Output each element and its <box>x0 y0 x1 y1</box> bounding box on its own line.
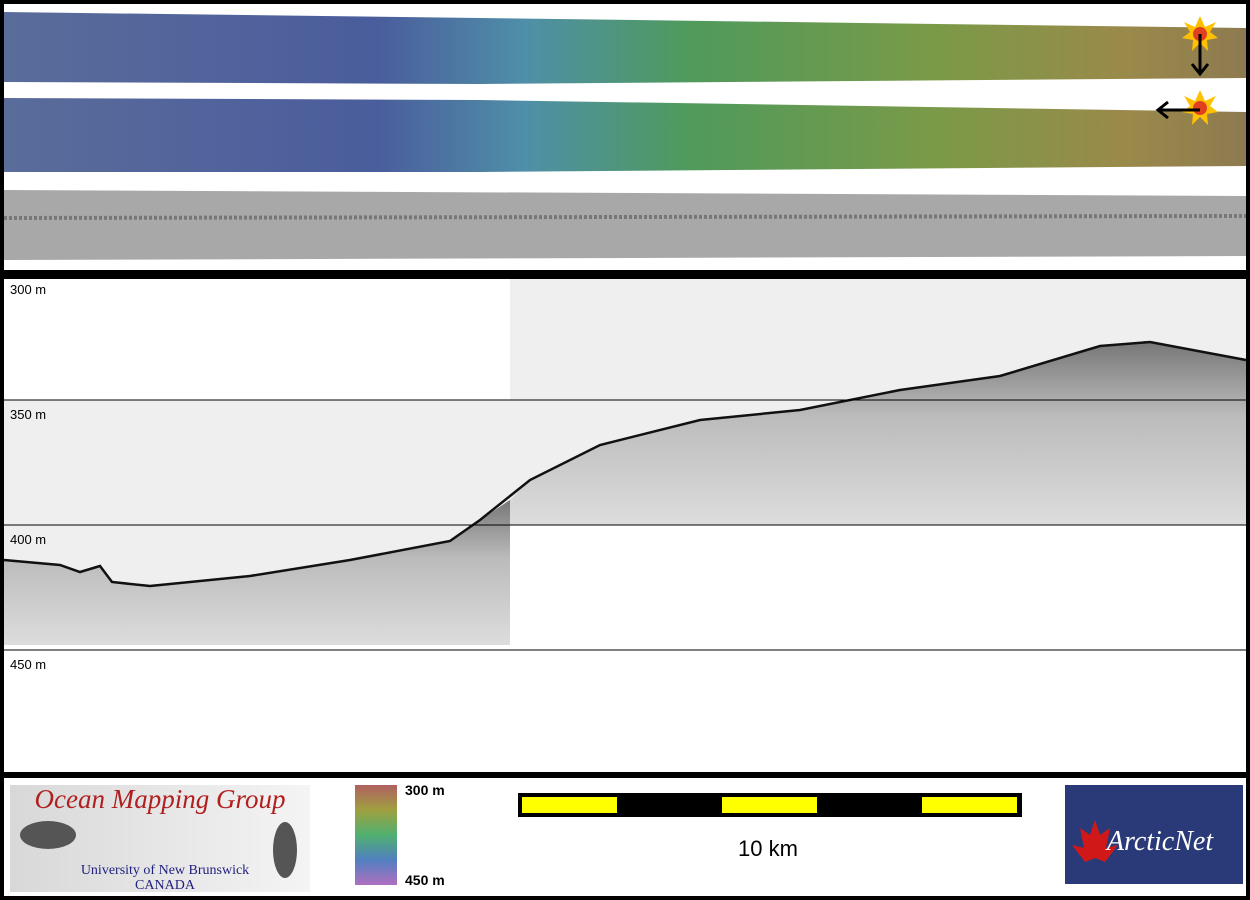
depth-label: 450 m <box>10 657 46 672</box>
nadir <box>3 214 1247 220</box>
logo-text: CANADA <box>135 878 196 893</box>
depth-label: 300 m <box>10 282 46 297</box>
subbottom <box>4 500 510 645</box>
depth-label: 400 m <box>10 532 46 547</box>
logo-text: University of New Brunswick <box>81 863 249 878</box>
swath-2 <box>4 98 1246 172</box>
colorbar-label: 450 m <box>405 872 445 888</box>
arrow <box>1190 34 1210 77</box>
colorbar-label: 300 m <box>405 782 445 798</box>
scale-label: 10 km <box>738 836 798 861</box>
maple-leaf <box>1072 820 1118 862</box>
colorbar <box>355 785 397 885</box>
swath-1 <box>4 12 1246 84</box>
subbottom <box>510 342 1246 525</box>
logo-art <box>20 821 76 849</box>
logo-title: Ocean Mapping Group <box>35 784 286 814</box>
seabed-line <box>3 340 1247 588</box>
logo-text: ArcticNet <box>1105 826 1214 857</box>
scale-segment <box>922 797 1017 813</box>
depth-label: 350 m <box>10 407 46 422</box>
logo-art <box>273 822 297 878</box>
swath-3 <box>4 190 1246 260</box>
scale-segment <box>722 797 817 813</box>
arrow <box>1155 100 1200 120</box>
scale-segment <box>522 797 617 813</box>
